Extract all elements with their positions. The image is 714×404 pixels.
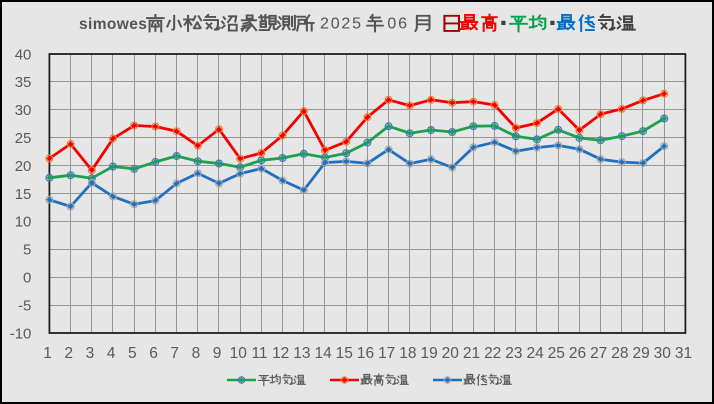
- svg-text:simowes: simowes: [79, 16, 147, 33]
- svg-text:22: 22: [484, 345, 501, 362]
- svg-text:27: 27: [590, 345, 607, 362]
- svg-text:30: 30: [654, 345, 672, 362]
- svg-text:0: 0: [23, 270, 31, 287]
- svg-text:1: 1: [43, 345, 52, 362]
- svg-text:15: 15: [15, 186, 32, 203]
- svg-text:24: 24: [526, 345, 544, 362]
- svg-text:25: 25: [548, 345, 565, 362]
- svg-text:18: 18: [399, 345, 416, 362]
- svg-text:10: 10: [15, 214, 32, 231]
- svg-text:11: 11: [251, 345, 267, 362]
- svg-text:12: 12: [272, 345, 289, 362]
- svg-text:13: 13: [293, 345, 310, 362]
- svg-text:14: 14: [314, 345, 332, 362]
- svg-text:25: 25: [15, 130, 32, 147]
- svg-text:31: 31: [675, 345, 692, 362]
- svg-text:3: 3: [86, 345, 95, 362]
- svg-text:40: 40: [15, 46, 32, 63]
- svg-text:17: 17: [378, 345, 395, 362]
- svg-text:19: 19: [420, 345, 437, 362]
- svg-text:7: 7: [170, 345, 179, 362]
- svg-text:20: 20: [442, 345, 460, 362]
- svg-text:16: 16: [357, 345, 374, 362]
- svg-text:5: 5: [128, 345, 137, 362]
- svg-text:26: 26: [569, 345, 586, 362]
- svg-text:06: 06: [387, 15, 408, 32]
- svg-text:35: 35: [15, 74, 32, 91]
- svg-text:6: 6: [149, 345, 158, 362]
- svg-text:15: 15: [336, 345, 353, 362]
- svg-text:29: 29: [632, 345, 649, 362]
- svg-text:-5: -5: [18, 297, 31, 314]
- svg-text:20: 20: [15, 158, 32, 175]
- svg-text:10: 10: [230, 345, 248, 362]
- svg-text:5: 5: [23, 242, 31, 259]
- svg-text:8: 8: [192, 345, 201, 362]
- svg-text:-10: -10: [10, 325, 32, 342]
- svg-text:2: 2: [64, 345, 73, 362]
- svg-text:23: 23: [505, 345, 522, 362]
- svg-text:2025: 2025: [320, 15, 363, 32]
- svg-text:21: 21: [463, 345, 480, 362]
- svg-text:9: 9: [213, 345, 222, 362]
- svg-text:30: 30: [15, 102, 32, 119]
- svg-text:28: 28: [611, 345, 628, 362]
- svg-text:4: 4: [107, 345, 116, 362]
